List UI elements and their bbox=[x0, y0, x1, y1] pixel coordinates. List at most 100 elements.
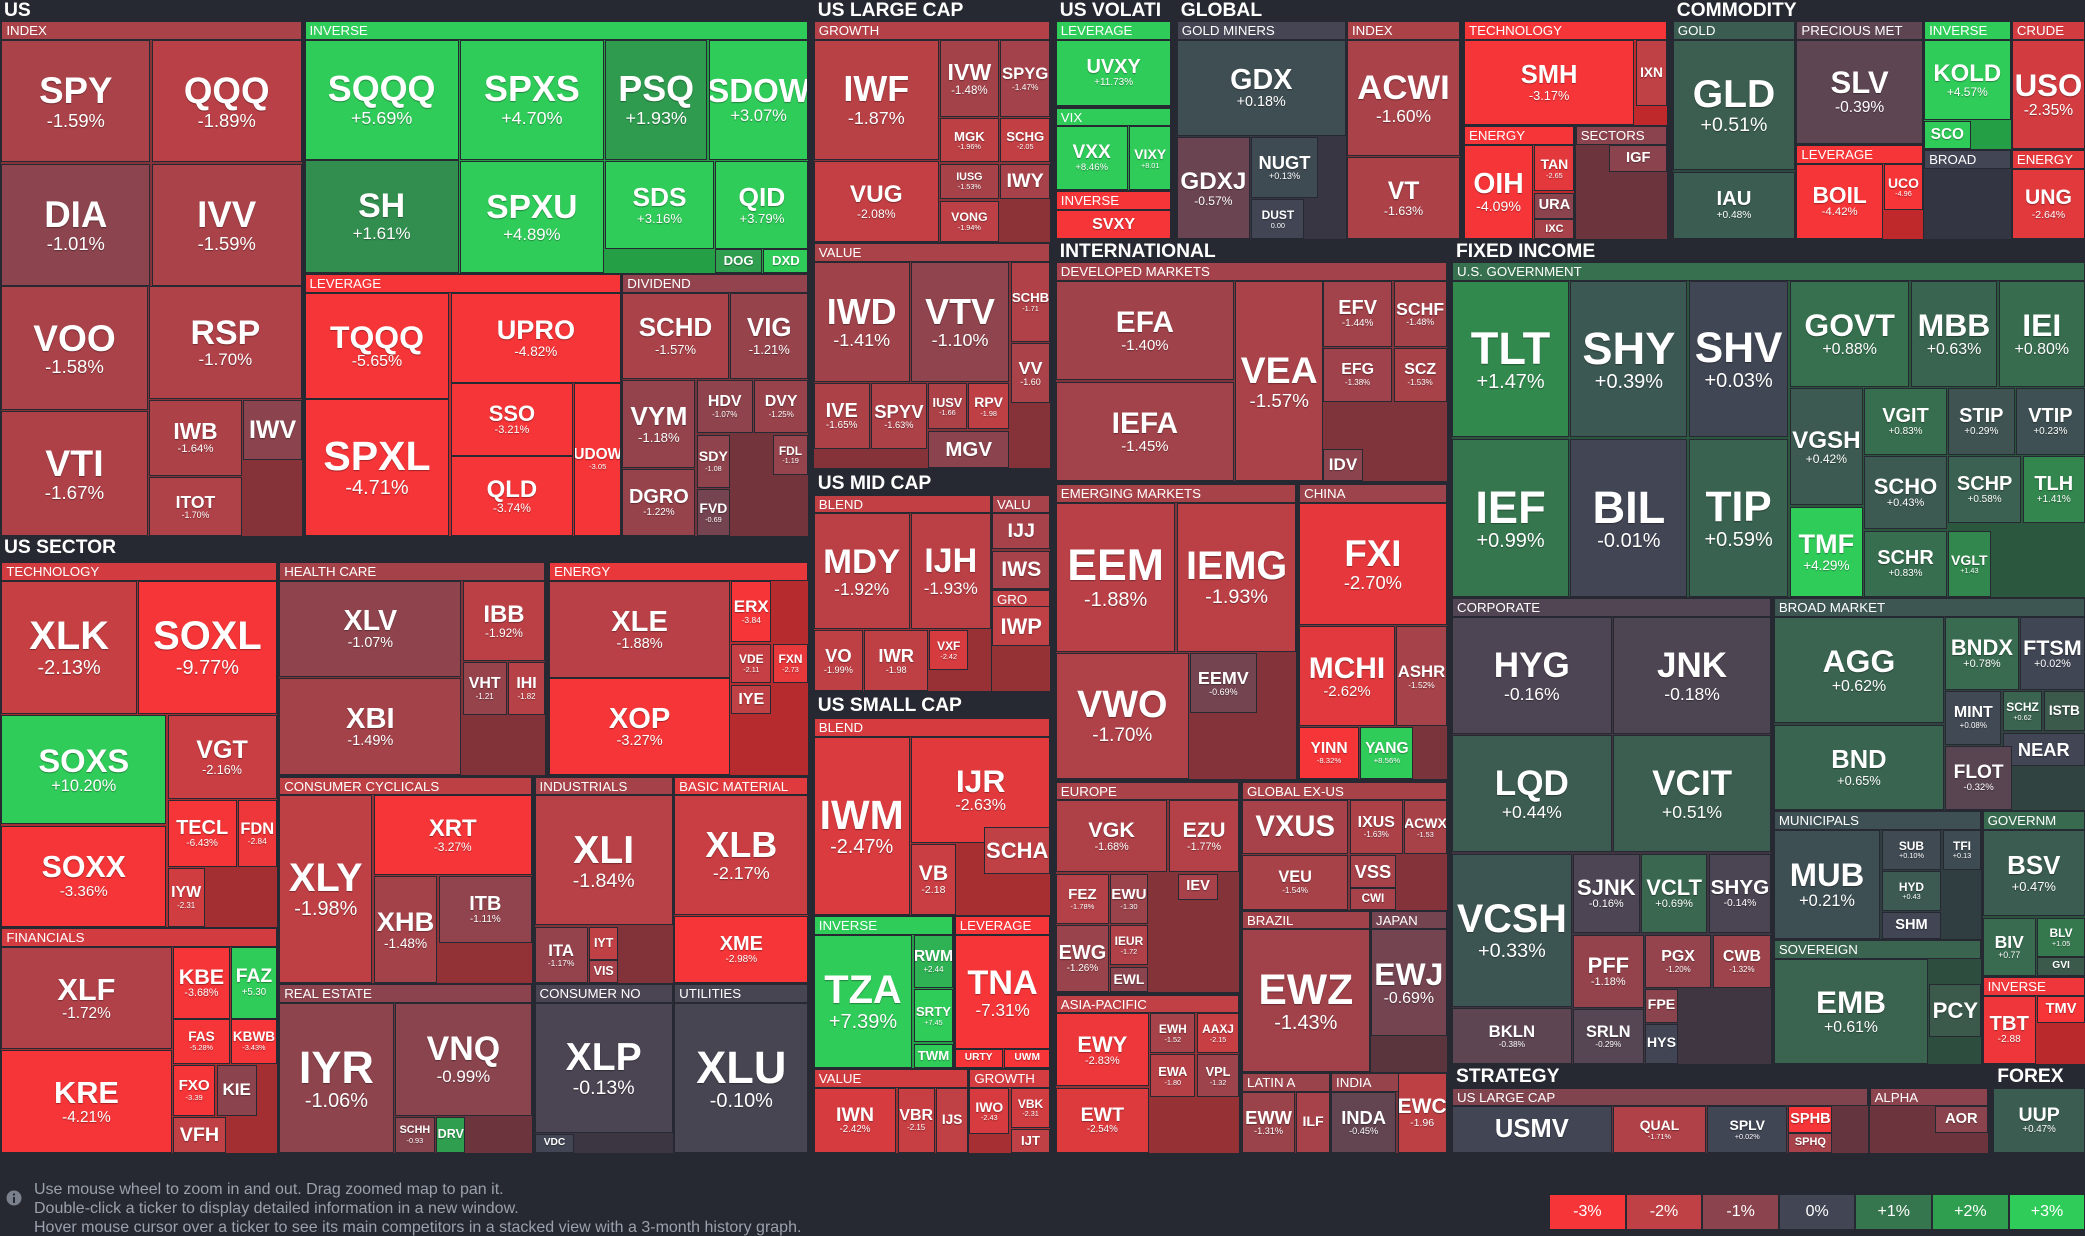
ticker-tile[interactable]: VXF -2.42 bbox=[929, 630, 969, 671]
ticker-tile[interactable]: SHY +0.39% bbox=[1570, 280, 1688, 438]
ticker-tile[interactable]: DXD bbox=[763, 248, 809, 273]
ticker-tile[interactable]: DRV bbox=[436, 1116, 466, 1153]
ticker-tile[interactable]: EZU -1.77% bbox=[1168, 800, 1240, 873]
ticker-tile[interactable]: MBB +0.63% bbox=[1910, 280, 1998, 387]
ticker-tile[interactable]: SDOW +3.07% bbox=[708, 39, 809, 160]
ticker-tile[interactable]: XLK -2.13% bbox=[1, 581, 137, 715]
ticker-tile[interactable]: DVY -1.25% bbox=[753, 380, 809, 434]
ticker-tile[interactable]: XLI -1.84% bbox=[534, 795, 673, 926]
ticker-tile[interactable]: GLD +0.51% bbox=[1672, 39, 1796, 171]
ticker-tile[interactable]: EWW -1.31% bbox=[1241, 1091, 1296, 1153]
ticker-tile[interactable]: UCO -4.96 bbox=[1884, 163, 1923, 211]
ticker-tile[interactable]: SCHR +0.83% bbox=[1864, 530, 1947, 598]
ticker-tile[interactable]: SPLV +0.02% bbox=[1707, 1106, 1788, 1153]
ticker-tile[interactable]: PGX -1.20% bbox=[1644, 934, 1712, 988]
ticker-tile[interactable]: EWT -2.54% bbox=[1055, 1087, 1149, 1153]
ticker-tile[interactable]: IWM -2.47% bbox=[813, 736, 910, 915]
ticker-tile[interactable]: SCO bbox=[1924, 121, 1971, 149]
ticker-tile[interactable]: NUGT +0.13% bbox=[1251, 136, 1318, 199]
ticker-tile[interactable]: IHI -1.82 bbox=[507, 662, 546, 716]
ticker-tile[interactable]: SJNK -0.16% bbox=[1573, 853, 1640, 934]
ticker-tile[interactable]: IWY bbox=[999, 163, 1051, 200]
ticker-tile[interactable]: IAU +0.48% bbox=[1672, 171, 1796, 240]
ticker-tile[interactable]: MDY -1.92% bbox=[813, 513, 910, 629]
ticker-tile[interactable]: UVXY +11.73% bbox=[1055, 39, 1172, 107]
ticker-tile[interactable]: TWM bbox=[913, 1043, 954, 1068]
ticker-tile[interactable]: SPXU +4.89% bbox=[460, 160, 604, 273]
ticker-tile[interactable]: QLD -3.74% bbox=[450, 456, 574, 536]
ticker-tile[interactable]: TIP +0.59% bbox=[1688, 438, 1789, 598]
ticker-tile[interactable]: IWN -2.42% bbox=[813, 1087, 897, 1153]
ticker-tile[interactable]: SPYG -1.47% bbox=[999, 39, 1051, 117]
ticker-tile[interactable]: IEV bbox=[1178, 873, 1219, 901]
ticker-tile[interactable]: VFH bbox=[172, 1116, 227, 1153]
ticker-tile[interactable]: KBE -3.68% bbox=[172, 946, 231, 1019]
ticker-tile[interactable]: DOG bbox=[715, 248, 762, 273]
ticker-tile[interactable]: JNK -0.18% bbox=[1612, 616, 1772, 734]
ticker-tile[interactable]: IVE -1.65% bbox=[813, 382, 870, 450]
ticker-tile[interactable]: TMV bbox=[2037, 995, 2085, 1023]
ticker-tile[interactable]: VTI -1.67% bbox=[1, 410, 148, 536]
ticker-tile[interactable]: USO -2.35% bbox=[2011, 39, 2085, 149]
ticker-tile[interactable]: HYD +0.43 bbox=[1881, 870, 1942, 911]
ticker-tile[interactable]: IWO -2.43 bbox=[969, 1087, 1010, 1135]
ticker-tile[interactable]: VIS bbox=[589, 960, 619, 983]
ticker-tile[interactable]: IXC bbox=[1534, 219, 1575, 240]
ticker-tile[interactable]: XOP -3.27% bbox=[549, 678, 730, 776]
ticker-tile[interactable]: SPXL -4.71% bbox=[304, 398, 450, 536]
ticker-tile[interactable]: FAS -5.28% bbox=[172, 1018, 231, 1064]
ticker-tile[interactable]: TMF +4.29% bbox=[1789, 506, 1863, 598]
ticker-tile[interactable]: FXI -2.70% bbox=[1299, 502, 1447, 625]
ticker-tile[interactable]: UNG -2.64% bbox=[2011, 168, 2085, 240]
ticker-tile[interactable]: VTIP +0.23% bbox=[2015, 388, 2085, 455]
ticker-tile[interactable]: SCHD -1.57% bbox=[622, 292, 729, 379]
ticker-tile[interactable]: SHV +0.03% bbox=[1688, 280, 1789, 438]
ticker-tile[interactable]: EWZ -1.43% bbox=[1241, 929, 1370, 1072]
ticker-tile[interactable]: IXN bbox=[1635, 39, 1668, 107]
ticker-tile[interactable]: VGIT +0.83% bbox=[1864, 388, 1947, 455]
ticker-tile[interactable]: BLV +1.05 bbox=[2037, 917, 2085, 958]
ticker-tile[interactable]: SQQQ +5.69% bbox=[304, 39, 459, 160]
ticker-tile[interactable]: KIE bbox=[216, 1065, 257, 1116]
ticker-tile[interactable]: USMV bbox=[1452, 1106, 1612, 1153]
ticker-tile[interactable]: IEUR -1.72 bbox=[1110, 925, 1148, 966]
ticker-tile[interactable]: EWA -1.80 bbox=[1150, 1054, 1196, 1097]
ticker-tile[interactable]: UPRO -4.82% bbox=[450, 292, 621, 383]
ticker-tile[interactable]: IJT bbox=[1010, 1128, 1051, 1153]
ticker-tile[interactable]: SDS +3.16% bbox=[605, 160, 715, 249]
ticker-tile[interactable]: LQD +0.44% bbox=[1452, 735, 1612, 853]
ticker-tile[interactable]: TZA +7.39% bbox=[813, 934, 913, 1068]
ticker-tile[interactable]: SPYV -1.63% bbox=[870, 382, 927, 450]
ticker-tile[interactable]: VXUS bbox=[1241, 800, 1349, 854]
ticker-tile[interactable]: ITB -1.11% bbox=[438, 876, 532, 943]
ticker-tile[interactable]: ILF bbox=[1296, 1091, 1330, 1153]
ticker-tile[interactable]: FLOT -0.32% bbox=[1945, 745, 2012, 810]
ticker-tile[interactable]: VEA -1.57% bbox=[1235, 280, 1324, 482]
ticker-tile[interactable]: SCHO +0.43% bbox=[1864, 456, 1947, 530]
ticker-tile[interactable]: VUG -2.08% bbox=[813, 160, 939, 242]
ticker-tile[interactable]: XRT -3.27% bbox=[373, 795, 532, 875]
ticker-tile[interactable]: HYS bbox=[1644, 1023, 1679, 1064]
ticker-tile[interactable]: SOXL -9.77% bbox=[138, 581, 277, 715]
ticker-tile[interactable]: URA bbox=[1534, 192, 1575, 220]
ticker-tile[interactable]: TECL -6.43% bbox=[167, 800, 237, 867]
ticker-tile[interactable]: VPL -1.32 bbox=[1196, 1054, 1240, 1097]
ticker-tile[interactable]: SCHB -1.71 bbox=[1010, 261, 1051, 342]
ticker-tile[interactable]: GDXJ -0.57% bbox=[1176, 136, 1250, 240]
ticker-tile[interactable]: XBI -1.49% bbox=[279, 678, 462, 776]
ticker-tile[interactable]: IJS bbox=[936, 1087, 969, 1153]
ticker-tile[interactable]: IDV bbox=[1323, 449, 1363, 482]
ticker-tile[interactable]: IJJ bbox=[991, 513, 1051, 550]
ticker-tile[interactable]: SRLN -0.29% bbox=[1573, 1009, 1644, 1064]
ticker-tile[interactable]: QID +3.79% bbox=[715, 160, 809, 249]
ticker-tile[interactable]: EFA -1.40% bbox=[1055, 280, 1234, 381]
ticker-tile[interactable]: VGLT +1.43 bbox=[1948, 530, 1991, 598]
ticker-tile[interactable]: CWI bbox=[1349, 888, 1397, 910]
ticker-tile[interactable]: SHM bbox=[1881, 912, 1942, 939]
ticker-tile[interactable]: VXX +8.46% bbox=[1055, 126, 1128, 191]
ticker-tile[interactable]: IYW -2.31 bbox=[167, 868, 205, 927]
ticker-tile[interactable]: BNDX +0.78% bbox=[1945, 616, 2019, 691]
ticker-tile[interactable]: YINN -8.32% bbox=[1299, 727, 1359, 780]
ticker-tile[interactable]: VGSH +0.42% bbox=[1789, 388, 1863, 506]
ticker-tile[interactable]: VIXY +8.01 bbox=[1128, 126, 1172, 191]
